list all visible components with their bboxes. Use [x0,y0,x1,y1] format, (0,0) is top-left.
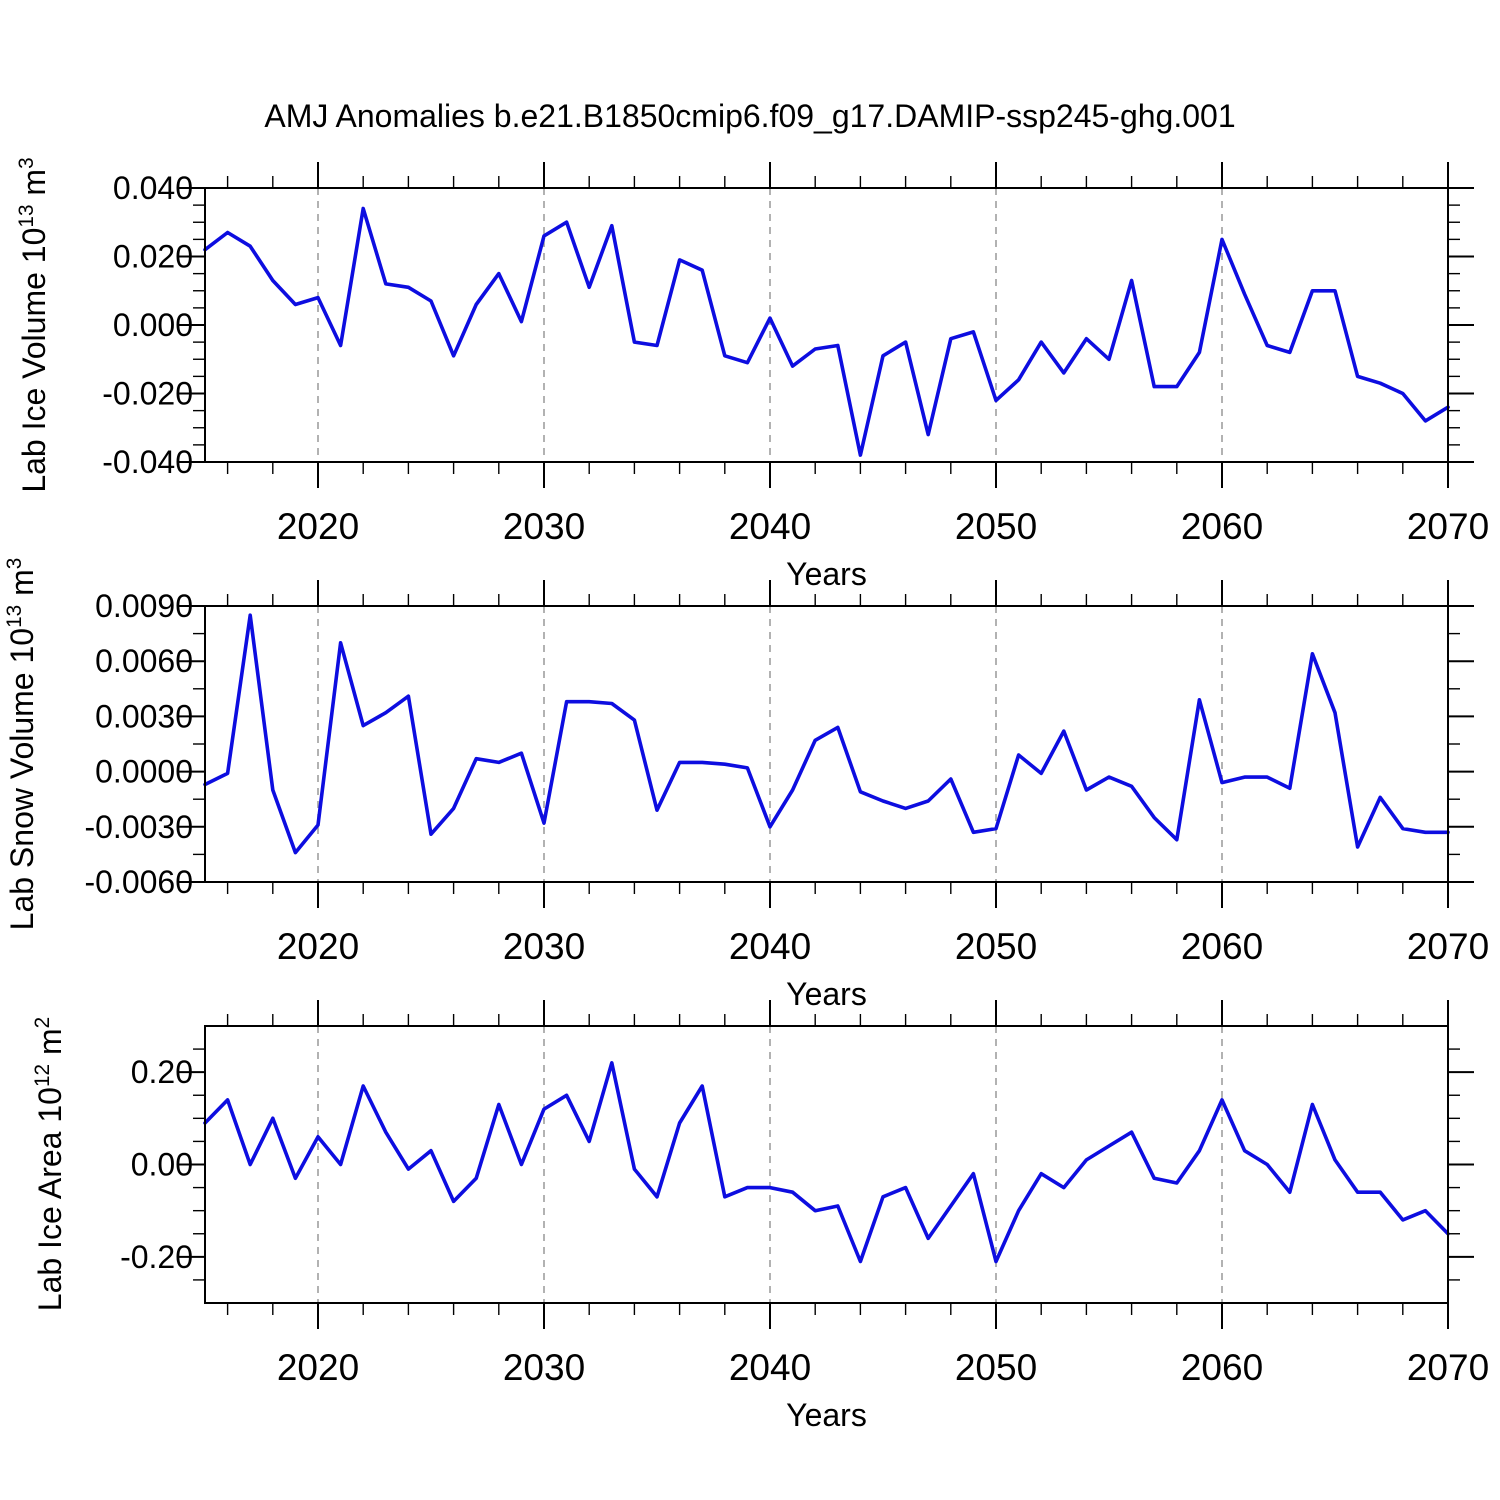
panel-2-y-axis-label: Lab Snow Volume 1013 m3 [3,557,40,931]
x-tick-label: 2030 [503,506,585,547]
x-tick-label: 2060 [1181,1347,1263,1388]
x-tick-label: 2020 [277,506,359,547]
x-tick-label: 2060 [1181,506,1263,547]
chart-title: AMJ Anomalies b.e21.B1850cmip6.f09_g17.D… [264,98,1236,134]
x-tick-label: 2020 [277,1347,359,1388]
panel-2-group: 2020 2030 2040 2050 2060 2070 0.0090 0.0060 0.00… [84,580,1489,967]
y-tick-label: 0.040 [113,170,193,206]
x-tick-label: 2020 [277,926,359,967]
y-tick-label: -0.20 [120,1239,193,1275]
y-tick-label: 0.0030 [95,698,193,734]
x-tick-label: 2050 [955,506,1037,547]
x-tick-label: 2040 [729,506,811,547]
y-tick-label: -0.0060 [84,864,193,900]
y-tick-label: 0.020 [113,239,193,275]
y-tick-label: 0.0060 [95,643,193,679]
panel-3-y-axis-label: Lab Ice Area 1012 m2 [31,1016,68,1312]
panel-1-axis-box [204,187,1449,463]
y-tick-label: 0.20 [131,1054,193,1090]
panel-3-axis-box [204,1025,1449,1304]
x-tick-label: 2030 [503,926,585,967]
x-tick-label: 2050 [955,926,1037,967]
panel-2-series-line [203,613,1450,855]
y-tick-label: 0.0000 [95,754,193,790]
x-tick-label: 2040 [729,1347,811,1388]
y-tick-label: 0.000 [113,307,193,343]
panel-3-x-axis-title: Years [786,1397,867,1433]
y-tick-label: -0.040 [102,444,193,480]
x-tick-label: 2070 [1407,1347,1489,1388]
panel-1-y-axis-label: Lab Ice Volume 1013 m3 [15,157,52,493]
panel-3-group: 2020 2030 2040 2050 2060 2070 0.20 0.00 -0.20 [120,1000,1489,1388]
x-tick-label: 2050 [955,1347,1037,1388]
y-tick-label: -0.020 [102,376,193,412]
y-tick-label: -0.0030 [84,809,193,845]
panel-3-series-line [203,1061,1450,1264]
y-tick-label: 0.00 [131,1147,193,1183]
x-tick-label: 2070 [1407,506,1489,547]
x-tick-label: 2030 [503,1347,585,1388]
panel-2-x-axis-title: Years [786,976,867,1012]
y-tick-label: 0.0090 [95,588,193,624]
x-tick-label: 2040 [729,926,811,967]
x-tick-label: 2060 [1181,926,1263,967]
panel-1-x-axis-title: Years [786,556,867,592]
panel-1-series-line [203,206,1450,457]
x-tick-label: 2070 [1407,926,1489,967]
panel-1-group: 2020 2030 2040 2050 2060 2070 0.040 0.020 0.000 -… [102,162,1489,547]
panel-2-axis-box [204,605,1449,883]
